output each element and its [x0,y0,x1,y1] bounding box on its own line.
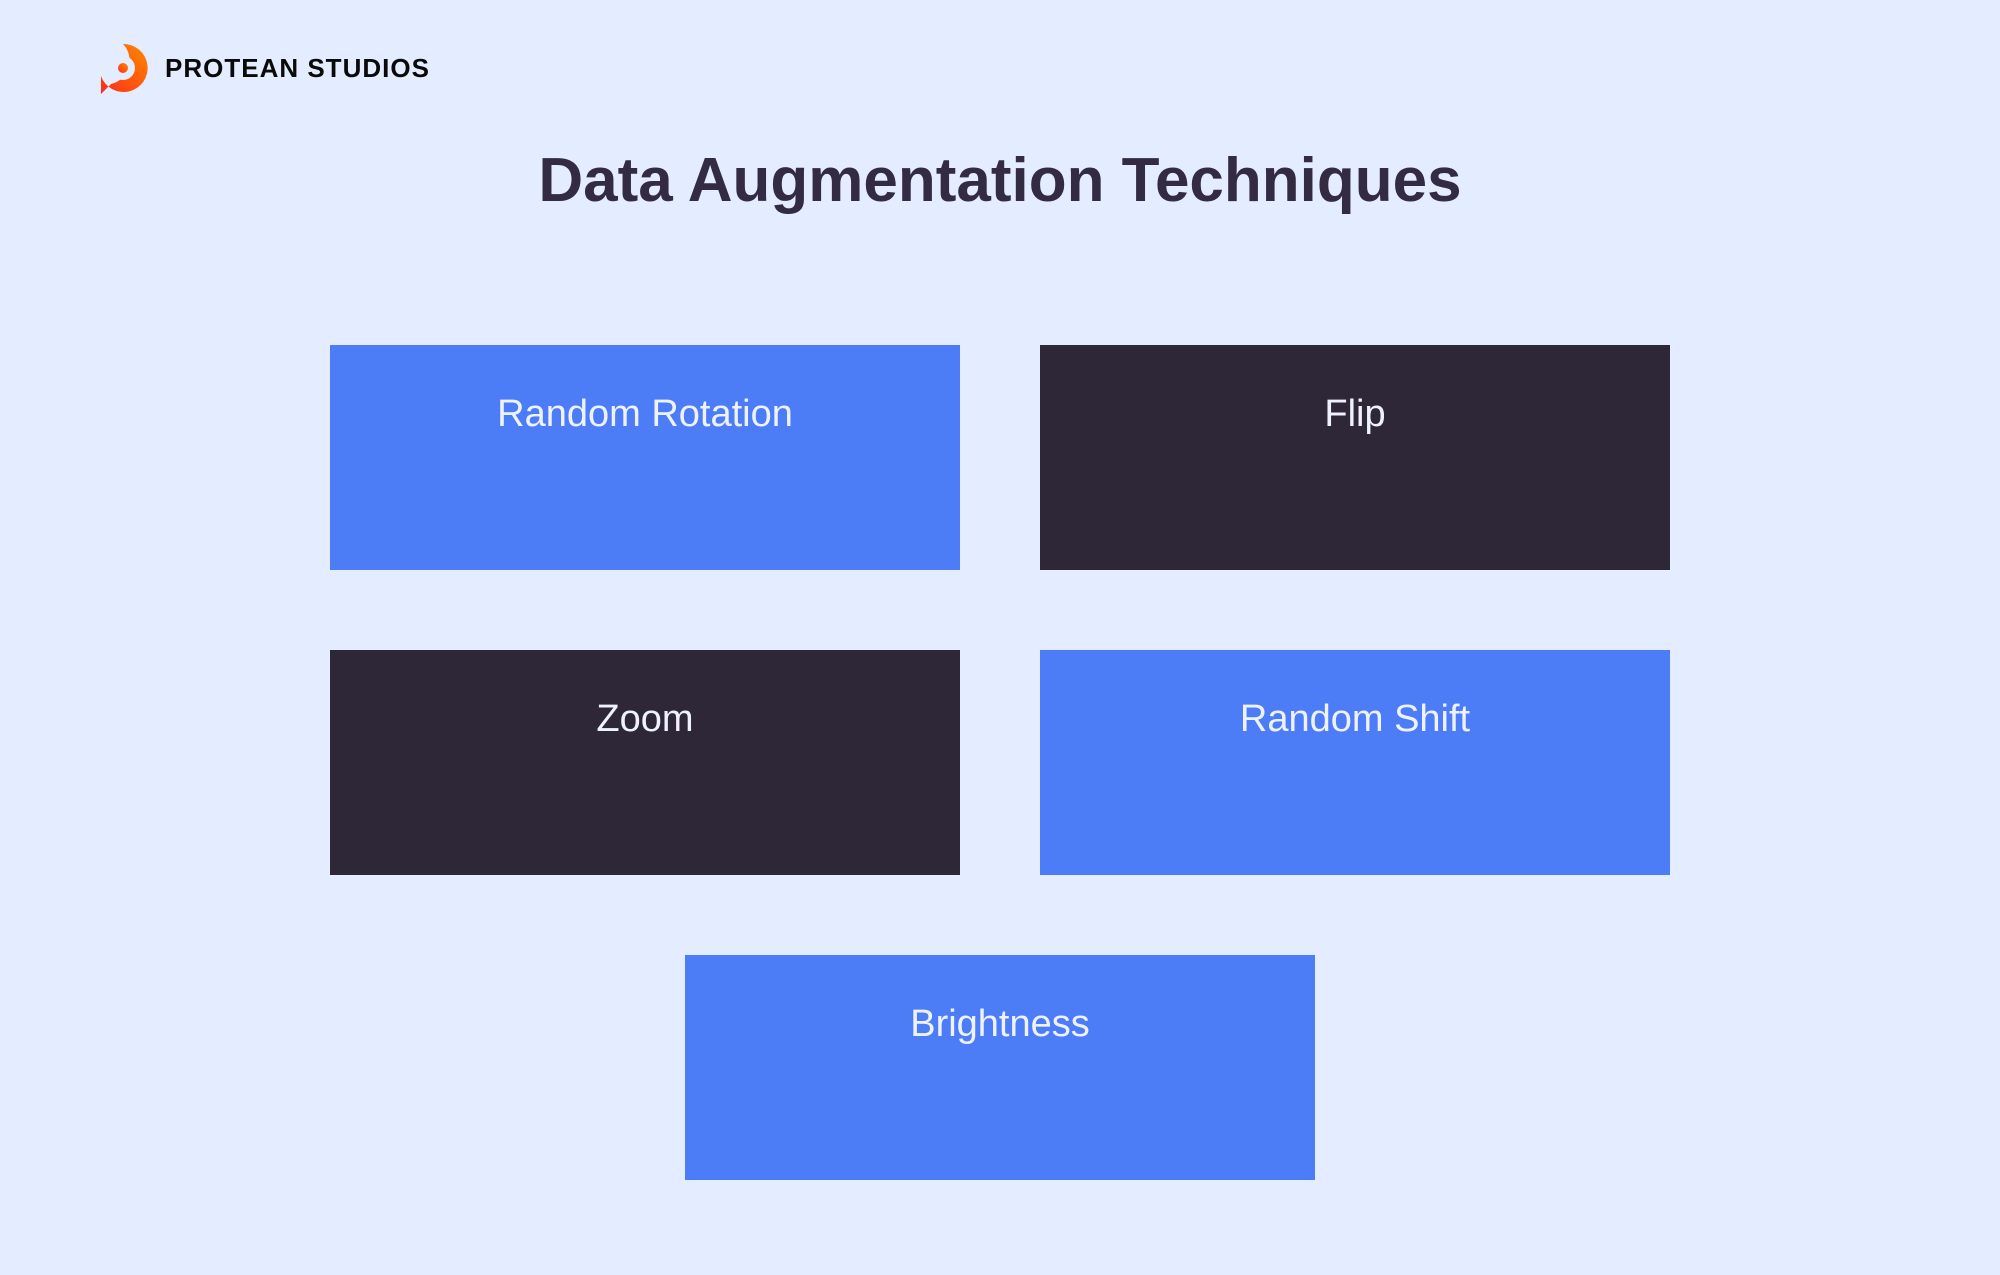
grid-row: Zoom Random Shift [330,650,1670,875]
technique-card: Random Rotation [330,345,960,570]
logo-text: PROTEAN STUDIOS [165,53,430,84]
technique-card: Flip [1040,345,1670,570]
technique-card: Brightness [685,955,1315,1180]
grid-row: Brightness [330,955,1670,1180]
grid-row: Random Rotation Flip [330,345,1670,570]
infographic-canvas: PROTEAN STUDIOS Data Augmentation Techni… [0,0,2000,1275]
logo-icon [95,40,151,96]
technique-card: Zoom [330,650,960,875]
techniques-grid: Random Rotation Flip Zoom Random Shift Brigh… [330,345,1670,1180]
page-title: Data Augmentation Techniques [0,145,2000,216]
technique-card: Random Shift [1040,650,1670,875]
brand-logo: PROTEAN STUDIOS [95,40,430,96]
